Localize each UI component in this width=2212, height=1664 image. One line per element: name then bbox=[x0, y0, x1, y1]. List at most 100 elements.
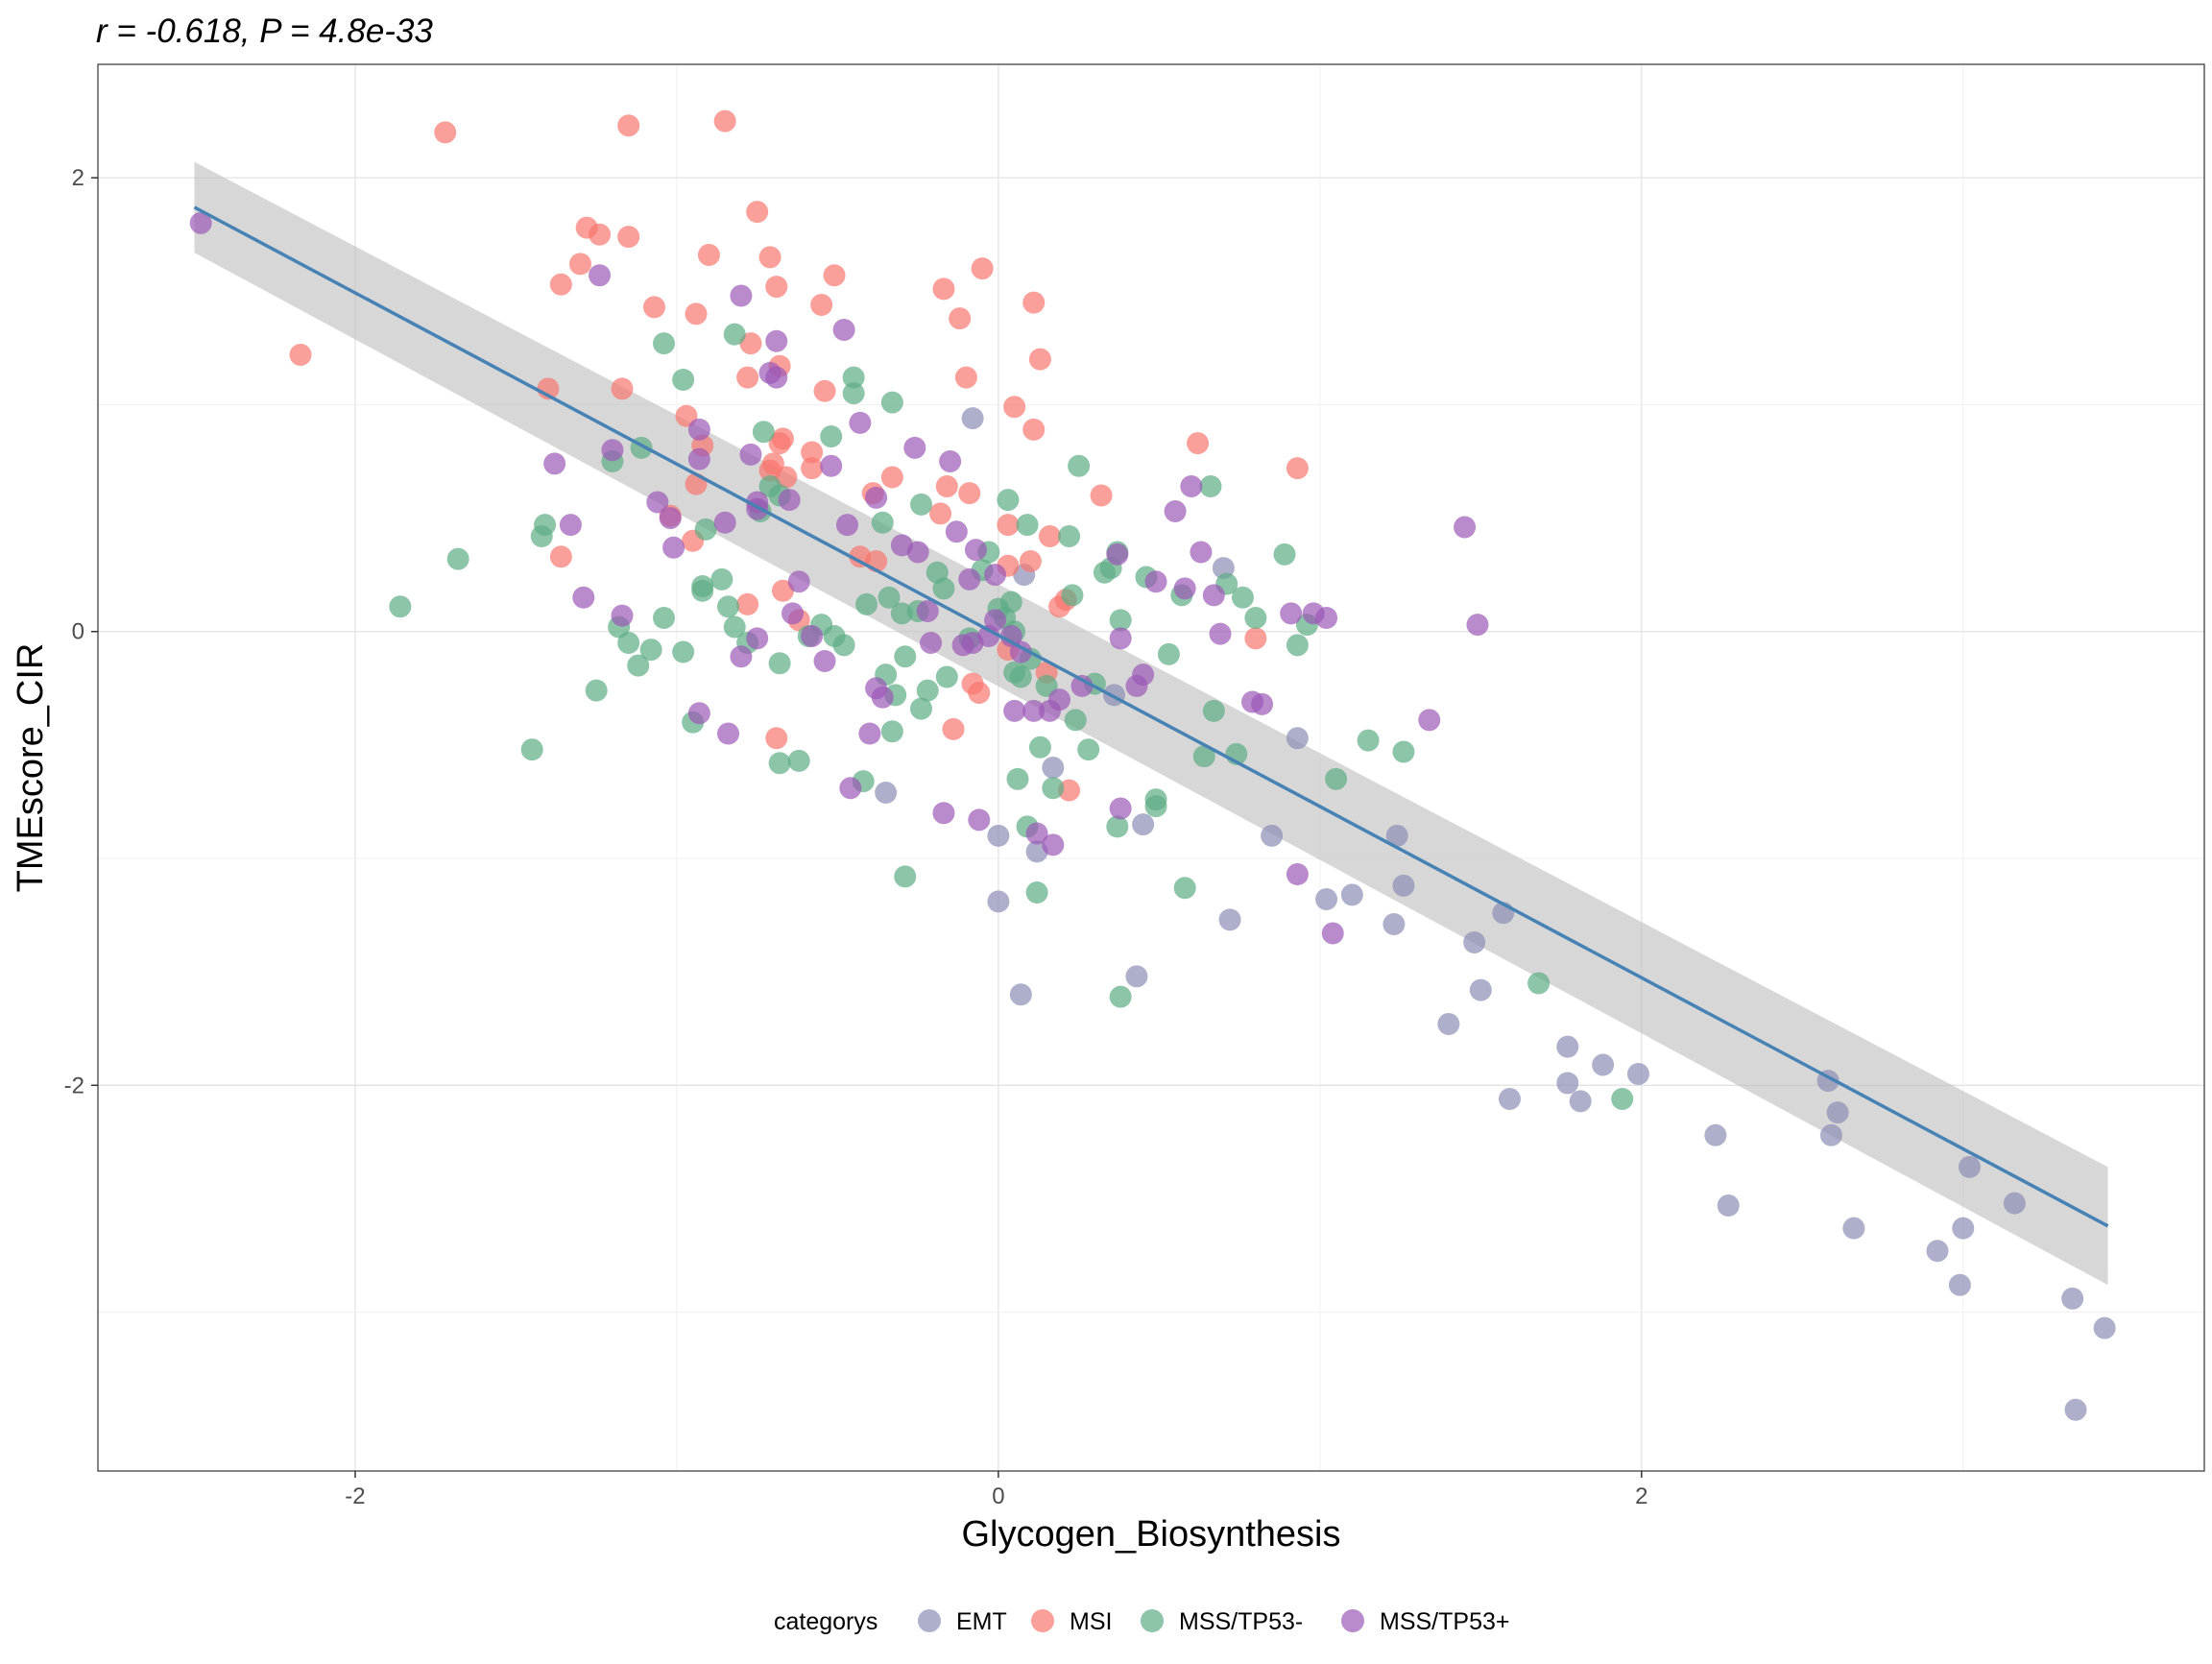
data-point bbox=[627, 654, 650, 677]
data-point bbox=[568, 253, 591, 276]
legend-key bbox=[1341, 1609, 1364, 1632]
data-point bbox=[903, 436, 926, 459]
data-point bbox=[746, 491, 769, 514]
data-point bbox=[710, 567, 733, 591]
data-point bbox=[1070, 674, 1094, 697]
data-point bbox=[1144, 795, 1167, 818]
confidence-band bbox=[194, 161, 2108, 1286]
data-point bbox=[1180, 475, 1203, 497]
data-point bbox=[1164, 499, 1187, 522]
data-point bbox=[1022, 418, 1046, 441]
data-point bbox=[389, 595, 412, 618]
data-point bbox=[717, 722, 740, 745]
data-point bbox=[1244, 627, 1267, 650]
legend-label: EMT bbox=[956, 1608, 1007, 1635]
data-point bbox=[932, 277, 955, 301]
y-axis-title: TMEscore_CIR bbox=[11, 643, 51, 893]
data-point bbox=[559, 514, 582, 537]
data-point bbox=[739, 332, 762, 355]
legend-title: categorys bbox=[774, 1608, 878, 1635]
data-point bbox=[1382, 913, 1406, 936]
data-point bbox=[1469, 978, 1492, 1001]
data-point bbox=[662, 536, 685, 559]
data-point bbox=[1132, 813, 1155, 836]
data-point bbox=[1325, 767, 1348, 790]
data-point bbox=[2093, 1316, 2116, 1339]
data-point bbox=[1611, 1087, 1634, 1110]
data-point bbox=[758, 246, 781, 269]
data-point bbox=[920, 632, 943, 655]
data-point bbox=[723, 615, 746, 639]
data-point bbox=[1009, 640, 1032, 663]
data-point bbox=[746, 627, 769, 650]
data-point bbox=[1437, 1013, 1460, 1036]
data-point bbox=[1157, 642, 1180, 665]
data-point bbox=[1009, 983, 1032, 1006]
data-point bbox=[642, 296, 665, 319]
data-point bbox=[910, 697, 933, 720]
data-point bbox=[585, 679, 608, 702]
data-point bbox=[945, 520, 968, 543]
data-point bbox=[543, 452, 566, 475]
data-point bbox=[746, 201, 769, 224]
data-point bbox=[713, 109, 736, 133]
data-point bbox=[1202, 699, 1225, 722]
data-point bbox=[1218, 908, 1241, 931]
data-point bbox=[1948, 1273, 1971, 1296]
data-point bbox=[880, 720, 903, 743]
data-point bbox=[939, 450, 962, 473]
legend-label: MSS/TP53+ bbox=[1380, 1608, 1509, 1635]
data-point bbox=[1042, 757, 1065, 779]
data-point bbox=[1061, 584, 1084, 607]
data-point bbox=[999, 591, 1022, 614]
x-tick-label: -2 bbox=[345, 1483, 365, 1509]
data-point bbox=[855, 592, 878, 615]
data-point bbox=[1926, 1240, 1949, 1263]
data-point bbox=[932, 802, 955, 825]
data-point bbox=[1190, 541, 1213, 564]
data-point bbox=[865, 486, 888, 509]
legend-label: MSI bbox=[1070, 1608, 1112, 1635]
data-point bbox=[801, 441, 824, 464]
data-points bbox=[189, 109, 2116, 1421]
data-point bbox=[878, 586, 901, 609]
data-point bbox=[530, 524, 553, 547]
data-point bbox=[617, 114, 640, 137]
data-point bbox=[1244, 607, 1267, 630]
data-point bbox=[1003, 396, 1026, 419]
data-point bbox=[1132, 663, 1155, 687]
data-point bbox=[1569, 1090, 1592, 1113]
data-point bbox=[942, 717, 965, 740]
data-point bbox=[1173, 877, 1196, 900]
data-point bbox=[775, 466, 798, 489]
data-point bbox=[832, 318, 855, 341]
data-point bbox=[875, 781, 898, 804]
data-point bbox=[839, 777, 862, 800]
data-point bbox=[771, 427, 794, 450]
data-point bbox=[842, 366, 865, 389]
data-point bbox=[765, 329, 788, 352]
data-point bbox=[1125, 965, 1148, 988]
data-point bbox=[1315, 607, 1338, 630]
data-point bbox=[1106, 815, 1129, 838]
legend-key bbox=[1031, 1609, 1054, 1632]
data-point bbox=[1109, 985, 1132, 1008]
data-point bbox=[1042, 777, 1065, 800]
data-point bbox=[1202, 584, 1225, 607]
data-point bbox=[916, 679, 939, 702]
data-point bbox=[801, 457, 824, 480]
data-point bbox=[758, 361, 781, 384]
data-point bbox=[771, 579, 794, 602]
data-point bbox=[617, 226, 640, 249]
data-point bbox=[717, 595, 740, 618]
data-point bbox=[1454, 516, 1477, 539]
data-point bbox=[736, 366, 759, 389]
data-point bbox=[646, 491, 669, 514]
data-point bbox=[910, 493, 933, 516]
data-point bbox=[730, 645, 753, 668]
data-point bbox=[1340, 883, 1363, 906]
data-point bbox=[968, 682, 991, 705]
data-point bbox=[1392, 740, 1415, 763]
data-point bbox=[958, 567, 981, 591]
